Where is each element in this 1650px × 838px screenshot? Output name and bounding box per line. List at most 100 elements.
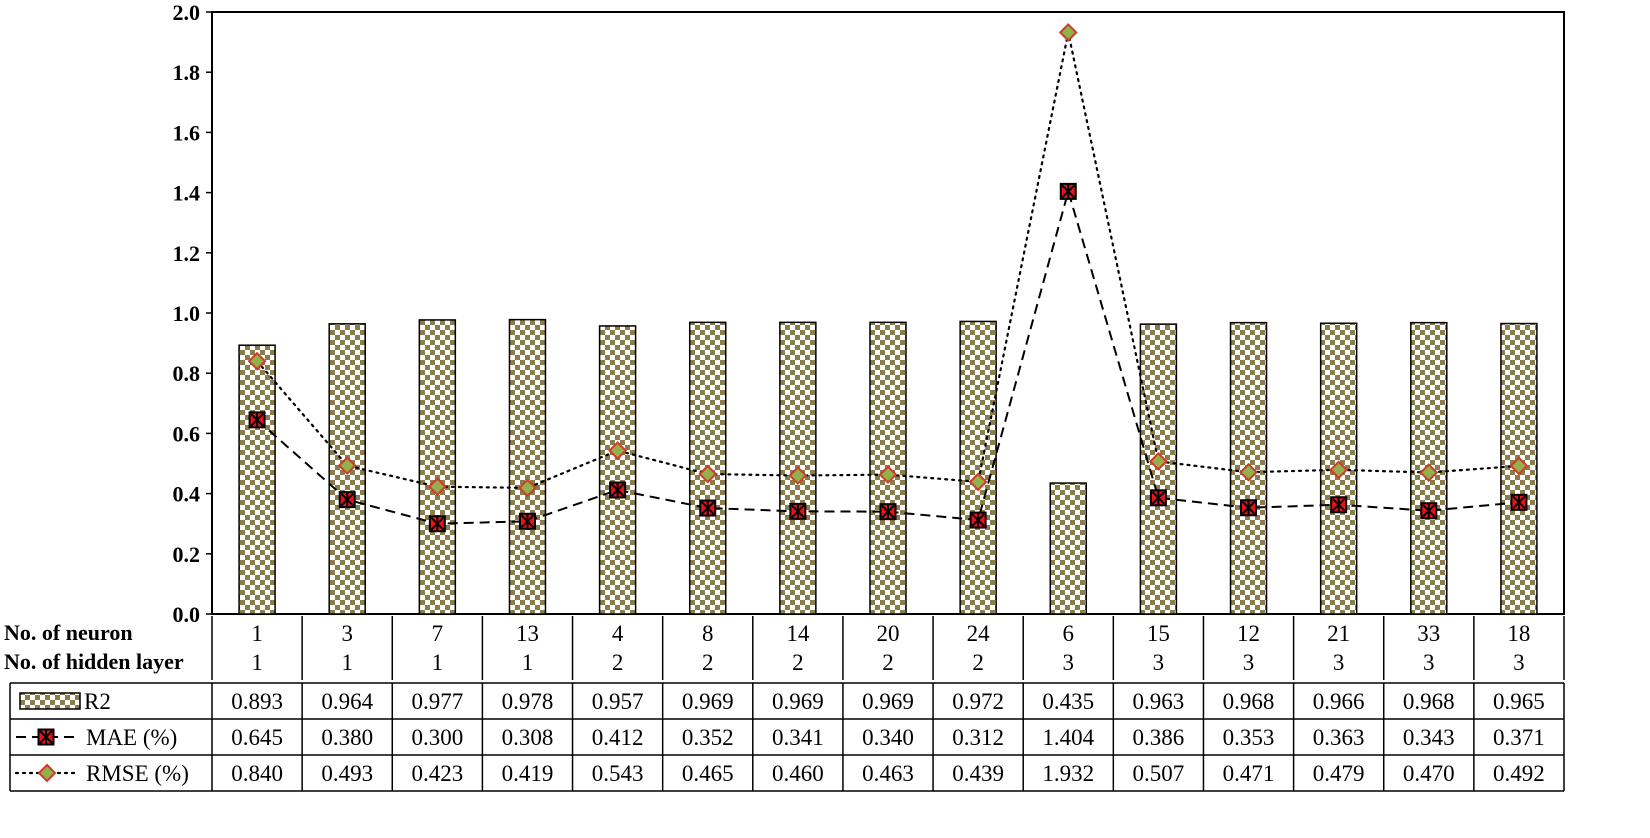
hidden-layer-label: 2 (612, 650, 624, 675)
mae-point-cross (610, 482, 625, 497)
mae-point (518, 512, 536, 530)
row-label-hidden-layer: No. of hidden layer (4, 649, 184, 674)
rmse-point (968, 472, 988, 492)
mae-point-cross (1331, 497, 1346, 512)
mae-point-cross (39, 730, 53, 744)
rmse-point (37, 763, 57, 783)
neuron-count-label: 21 (1327, 621, 1350, 646)
mae-line (256, 187, 1520, 525)
table-value-rmse: 0.840 (231, 761, 283, 786)
mae-point (699, 499, 717, 517)
table-value-mae: 0.386 (1133, 725, 1185, 750)
y-tick-label: 1.4 (173, 181, 201, 206)
neuron-count-label: 7 (432, 621, 444, 646)
y-tick-label: 0.4 (173, 482, 201, 507)
neuron-count-label: 15 (1147, 621, 1170, 646)
rmse-point (1058, 23, 1078, 42)
table-value-r2: 0.978 (502, 689, 554, 714)
hidden-layer-label: 1 (251, 650, 263, 675)
hidden-layer-label: 3 (1243, 650, 1255, 675)
mae-point (248, 411, 266, 429)
mae-point-cross (1512, 495, 1526, 510)
rmse-point (247, 351, 267, 371)
neuron-count-label: 18 (1507, 621, 1530, 646)
table-value-mae: 0.341 (772, 725, 824, 750)
hidden-layer-label: 1 (522, 650, 534, 675)
y-tick-label: 0.8 (173, 361, 201, 386)
table-value-rmse: 0.479 (1313, 761, 1365, 786)
mae-point (789, 502, 807, 520)
mae-point-cross (250, 412, 264, 427)
mae-point (428, 515, 446, 533)
table-value-r2: 0.969 (862, 689, 914, 714)
mae-point (969, 511, 987, 529)
hidden-layer-label: 3 (1153, 650, 1165, 675)
legend-key-r2 (19, 692, 81, 710)
mae-point-cross (340, 492, 354, 507)
table-value-mae: 0.300 (411, 725, 463, 750)
mae-point (1059, 182, 1077, 200)
table-value-mae: 0.371 (1493, 725, 1545, 750)
table-value-rmse: 0.423 (411, 761, 463, 786)
table-value-mae: 1.404 (1042, 725, 1094, 750)
r2-bar (598, 325, 637, 615)
table-value-r2: 0.969 (682, 689, 734, 714)
mae-point-cross (971, 513, 985, 528)
table-value-rmse: 0.419 (502, 761, 554, 786)
table-value-r2: 0.972 (952, 689, 1004, 714)
table-value-rmse: 0.507 (1133, 761, 1185, 786)
table-value-r2: 0.435 (1042, 689, 1094, 714)
rmse-point (1419, 463, 1439, 482)
rmse-point (1509, 456, 1529, 476)
rmse-point (518, 478, 537, 498)
table-value-mae: 0.343 (1403, 725, 1455, 750)
neuron-count-label: 3 (341, 621, 353, 646)
legend-label-mae: MAE (%) (86, 725, 177, 750)
hidden-layer-label: 2 (972, 650, 984, 675)
y-tick-label: 2.0 (173, 0, 201, 25)
table-value-r2: 0.968 (1223, 689, 1275, 714)
rmse-point (337, 456, 357, 476)
mae-point (879, 503, 897, 521)
y-tick-label: 0.0 (173, 602, 201, 627)
mae-point-cross (430, 516, 445, 531)
table-value-r2: 0.957 (592, 689, 644, 714)
neuron-count-label: 6 (1063, 621, 1075, 646)
table-value-rmse: 0.439 (952, 761, 1004, 786)
table-value-r2: 0.966 (1313, 689, 1365, 714)
mae-point-cross (791, 504, 805, 519)
table-value-r2: 0.963 (1133, 689, 1185, 714)
table-value-rmse: 0.463 (862, 761, 914, 786)
table-value-mae: 0.308 (502, 725, 554, 750)
table-value-r2: 0.968 (1403, 689, 1455, 714)
hidden-layer-label: 1 (432, 650, 444, 675)
rmse-line (255, 32, 1521, 489)
neuron-count-label: 14 (786, 621, 810, 646)
mae-point-cross (881, 504, 895, 519)
mae-point (37, 728, 55, 746)
r2-bar (1049, 482, 1088, 615)
mae-point (609, 481, 627, 499)
mae-point-cross (1241, 500, 1256, 515)
table-value-r2: 0.893 (231, 689, 283, 714)
hidden-layer-label: 2 (792, 650, 804, 675)
table-value-mae: 0.340 (862, 725, 914, 750)
hidden-layer-label: 3 (1333, 650, 1345, 675)
hidden-layer-label: 3 (1513, 650, 1525, 675)
y-tick-label: 1.8 (173, 60, 201, 85)
neuron-count-label: 33 (1417, 621, 1440, 646)
legend-label-r2: R2 (84, 689, 111, 714)
y-tick-label: 1.0 (173, 301, 201, 326)
r2-bar (959, 320, 997, 615)
rmse-point (1329, 460, 1349, 480)
table-value-r2: 0.964 (321, 689, 373, 714)
hidden-layer-label: 3 (1063, 650, 1075, 675)
mae-point-cross (1061, 184, 1075, 199)
mae-point (1330, 496, 1348, 514)
rmse-point (878, 465, 898, 485)
hidden-layer-label: 2 (882, 650, 894, 675)
table-value-rmse: 1.932 (1042, 761, 1094, 786)
neuron-count-label: 1 (251, 621, 263, 646)
